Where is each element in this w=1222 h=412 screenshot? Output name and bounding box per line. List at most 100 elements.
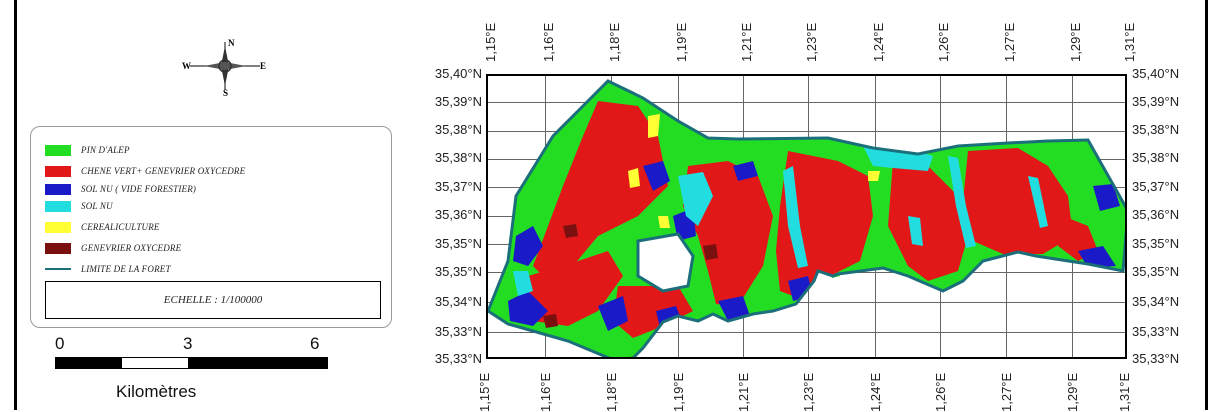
forest-clearing — [636, 232, 695, 293]
legend-label: SOL NU — [81, 201, 113, 211]
scalebar-label-6: 6 — [310, 334, 320, 353]
lat-label-right: 35,38°N — [1132, 122, 1180, 137]
cerealiculture-area — [868, 171, 880, 181]
lat-label-right: 35,33°N — [1132, 324, 1180, 339]
sol-nu-vide-area — [508, 291, 548, 326]
sol-nu-area — [678, 172, 713, 226]
lat-label-left: 35,34°N — [434, 294, 482, 309]
lat-label-left: 35,33°N — [434, 351, 482, 366]
lon-label-bottom: 1,18°E — [604, 372, 619, 412]
scalebar-label-0: 0 — [55, 334, 65, 353]
forest-map — [488, 79, 1125, 357]
grid-line — [488, 131, 1125, 132]
lon-label-top: 1,27°E — [1002, 22, 1017, 62]
legend-label: LIMITE DE LA FORET — [81, 264, 171, 274]
sol-nu-vide-area — [598, 296, 628, 331]
lon-label-bottom: 1,29°E — [1065, 372, 1080, 412]
legend-item-pin-alep: PIN D'ALEP — [45, 143, 130, 157]
lat-label-right: 35,40°N — [1132, 66, 1180, 81]
genevrier-area — [563, 224, 578, 238]
lon-label-bottom: 1,15°E — [477, 372, 492, 412]
lat-label-right: 35,33°N — [1132, 351, 1180, 366]
sol-nu-area — [1028, 176, 1048, 228]
lon-label-top: 1,29°E — [1068, 22, 1083, 62]
compass-s: S — [223, 88, 228, 96]
genevrier-area — [703, 244, 718, 260]
legend-label: PIN D'ALEP — [81, 145, 130, 155]
lat-label-left: 35,38°N — [434, 150, 482, 165]
legend-swatch — [45, 183, 71, 195]
right-border — [1205, 0, 1208, 410]
sol-nu-vide-area — [643, 161, 670, 191]
compass-w: W — [182, 61, 191, 71]
sol-nu-area — [948, 156, 976, 248]
lon-label-top: 1,18°E — [607, 22, 622, 62]
lon-label-top: 1,21°E — [739, 22, 754, 62]
lat-label-left: 35,40°N — [434, 66, 482, 81]
legend-swatch — [45, 268, 71, 270]
sol-nu-area — [513, 271, 533, 296]
legend-label: GENEVRIER OXYCEDRE — [81, 243, 182, 253]
lat-label-left: 35,35°N — [434, 264, 482, 279]
lon-label-bottom: 1,27°E — [999, 372, 1014, 412]
lat-label-left: 35,38°N — [434, 122, 482, 137]
lon-label-bottom: 1,19°E — [671, 372, 686, 412]
lat-label-right: 35,34°N — [1132, 294, 1180, 309]
legend: PIN D'ALEP CHENE VERT+ GENEVRIER OXYCEDR… — [30, 126, 392, 328]
lat-label-left: 35,39°N — [434, 94, 482, 109]
lat-label-left: 35,33°N — [434, 324, 482, 339]
scalebar-segment — [122, 358, 188, 368]
cerealiculture-area — [658, 216, 670, 228]
lon-label-bottom: 1,26°E — [933, 372, 948, 412]
compass-n: N — [228, 38, 235, 48]
lon-label-top: 1,24°E — [871, 22, 886, 62]
chene-vert-area — [888, 161, 968, 281]
chene-vert-area — [963, 148, 1073, 254]
lat-label-right: 35,37°N — [1132, 179, 1180, 194]
left-border — [14, 0, 17, 410]
scale-bar — [55, 357, 328, 369]
lat-label-left: 35,35°N — [434, 236, 482, 251]
lat-label-right: 35,35°N — [1132, 236, 1180, 251]
sol-nu-vide-area — [513, 226, 543, 266]
legend-label: CHENE VERT+ GENEVRIER OXYCEDRE — [81, 166, 246, 176]
cerealiculture-area — [648, 114, 660, 138]
lat-label-right: 35,39°N — [1132, 94, 1180, 109]
legend-label: SOL NU ( VIDE FORESTIER) — [81, 184, 197, 194]
lon-label-top: 1,26°E — [936, 22, 951, 62]
grid-line — [488, 332, 1125, 333]
lon-label-bottom: 1,16°E — [538, 372, 553, 412]
lon-label-top: 1,31°E — [1122, 22, 1137, 62]
scalebar-segment — [188, 358, 327, 368]
scalebar-unit: Kilomètres — [116, 382, 197, 401]
legend-swatch — [45, 200, 71, 212]
compass-e: E — [260, 61, 266, 71]
lat-label-right: 35,35°N — [1132, 264, 1180, 279]
lon-label-top: 1,23°E — [804, 22, 819, 62]
genevrier-area — [543, 314, 558, 328]
legend-swatch — [45, 221, 71, 233]
chene-vert-area — [613, 286, 693, 338]
sol-nu-area — [783, 166, 808, 268]
scalebar-label-3: 3 — [183, 334, 193, 353]
sol-nu-vide-area — [1093, 184, 1120, 211]
legend-item-sol-nu: SOL NU — [45, 199, 113, 213]
sol-nu-area — [908, 216, 923, 246]
lon-label-top: 1,19°E — [674, 22, 689, 62]
lon-label-bottom: 1,24°E — [868, 372, 883, 412]
scale-text-box: ECHELLE : 1/100000 — [45, 281, 381, 319]
grid-line — [488, 102, 1125, 103]
land-cover — [488, 81, 1125, 357]
north-arrow-icon: N S E W — [182, 38, 266, 96]
sol-nu-vide-area — [733, 161, 758, 181]
lon-label-top: 1,16°E — [541, 22, 556, 62]
legend-item-cerealiculture: CEREALICULTURE — [45, 220, 160, 234]
lat-label-left: 35,37°N — [434, 179, 482, 194]
legend-item-sol-nu-vide: SOL NU ( VIDE FORESTIER) — [45, 182, 196, 196]
grid-line — [488, 302, 1125, 303]
cerealiculture-area — [628, 168, 640, 188]
scale-text: ECHELLE : 1/100000 — [163, 294, 263, 306]
legend-item-genevrier: GENEVRIER OXYCEDRE — [45, 241, 181, 255]
legend-item-limite: LIMITE DE LA FORET — [45, 262, 171, 276]
legend-label: CEREALICULTURE — [81, 222, 160, 232]
